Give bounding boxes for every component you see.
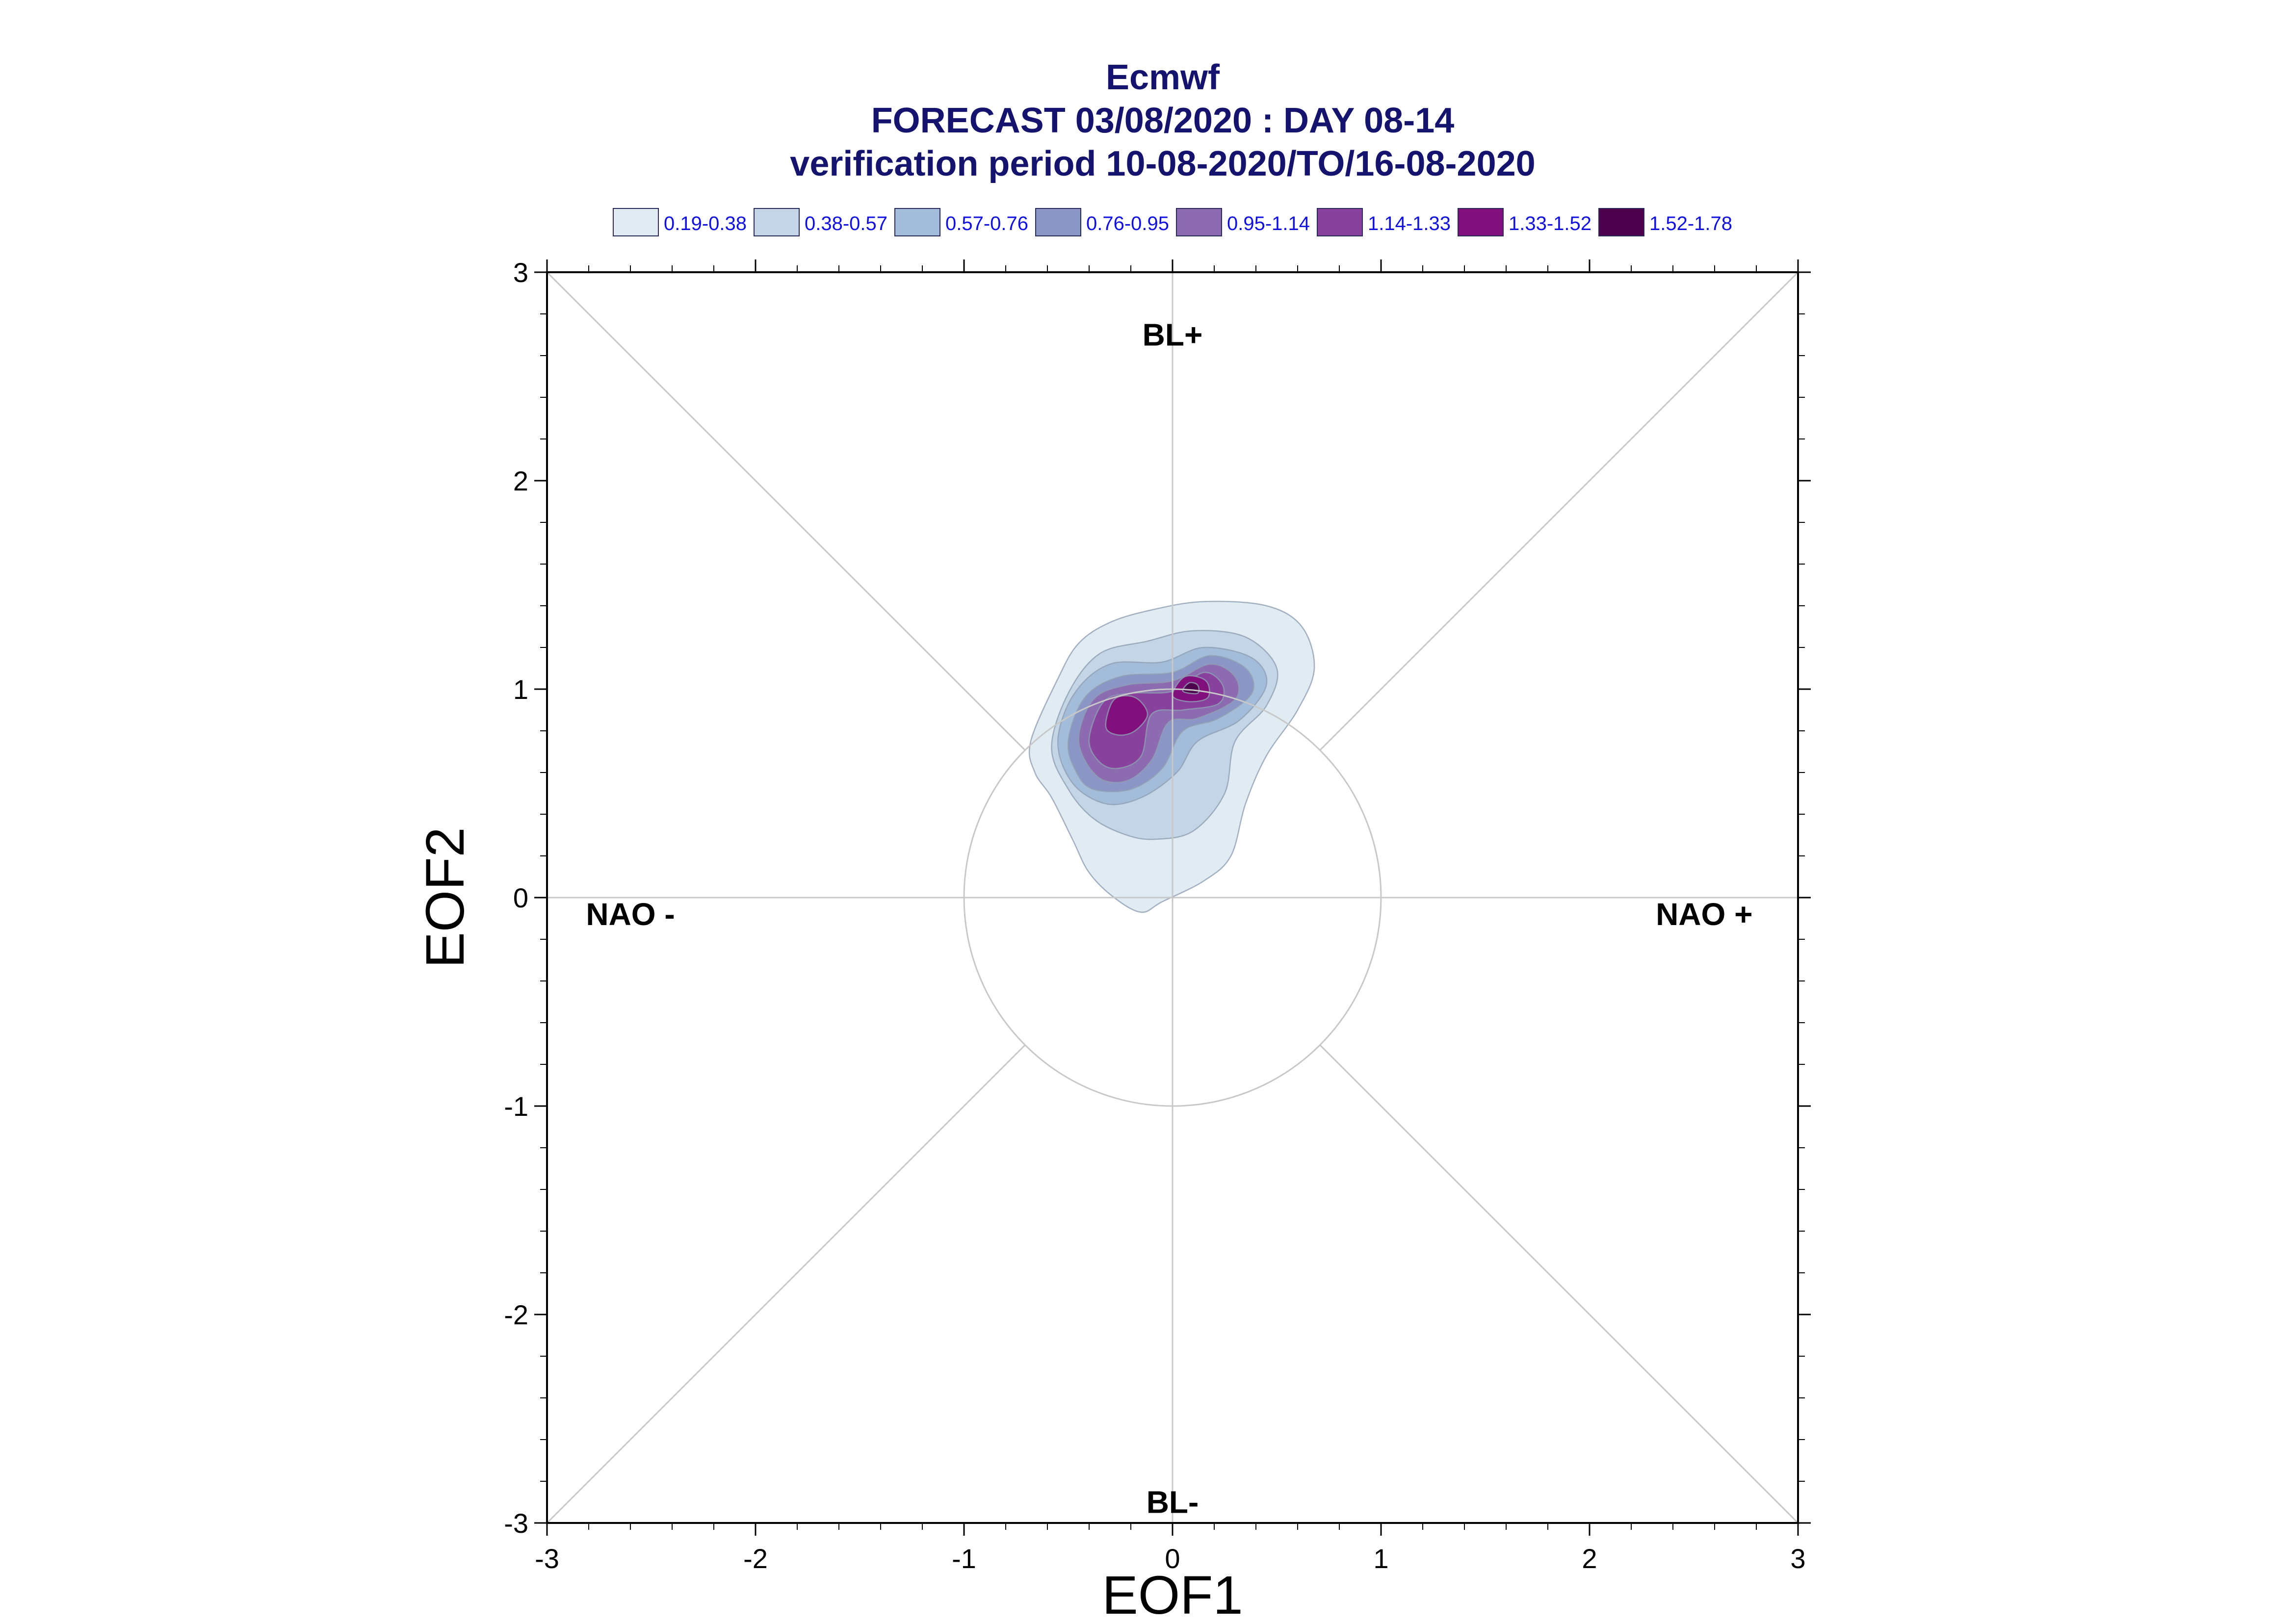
- legend-swatch-4: [1035, 208, 1081, 236]
- legend-label-4: 0.76-0.95: [1086, 213, 1169, 234]
- legend-swatch-7: [1458, 208, 1504, 236]
- title-line-2: FORECAST 03/08/2020 : DAY 08-14: [871, 101, 1455, 140]
- legend-label-3: 0.57-0.76: [945, 213, 1028, 234]
- y-axis-title: EOF2: [415, 827, 475, 968]
- guide-lines: [546, 271, 1799, 1524]
- x-tick-label: -3: [535, 1543, 559, 1574]
- x-tick-label: -1: [952, 1543, 976, 1574]
- legend-label-6: 1.14-1.33: [1368, 213, 1451, 234]
- legend-label-5: 0.95-1.14: [1227, 213, 1310, 234]
- legend-swatch-1: [613, 208, 659, 236]
- x-axis-title: EOF1: [1102, 1565, 1243, 1624]
- legend-swatch-5: [1176, 208, 1222, 236]
- diagonal-guide-2: [546, 271, 1026, 751]
- legend-swatch-2: [754, 208, 800, 236]
- axes-frame: -3 -2 -1 0 1 2 3 -3 -2 -1 0 1 2 3: [504, 257, 1811, 1574]
- y-tick-label: 2: [513, 465, 528, 496]
- y-tick-label: 1: [513, 674, 528, 705]
- x-tick-label: 3: [1790, 1543, 1805, 1574]
- legend-label-2: 0.38-0.57: [805, 213, 887, 234]
- title-line-1: Ecmwf: [1106, 58, 1220, 97]
- regime-labels: BL+ BL- NAO - NAO +: [586, 317, 1752, 1520]
- legend-label-7: 1.33-1.52: [1509, 213, 1591, 234]
- legend-swatch-3: [894, 208, 940, 236]
- legend-label-8: 1.52-1.78: [1649, 213, 1732, 234]
- regime-label-3: NAO -: [586, 897, 675, 932]
- x-tick-label: 2: [1582, 1543, 1597, 1574]
- diagonal-guide-3: [546, 1044, 1026, 1524]
- diagonal-guide-4: [1319, 1044, 1799, 1524]
- x-tick-label: 0: [1165, 1543, 1180, 1574]
- title-line-3: verification period 10-08-2020/TO/16-08-…: [790, 144, 1535, 183]
- regime-label-4: NAO +: [1656, 897, 1752, 932]
- contour-band-7: [1105, 695, 1148, 736]
- y-tick-label: -1: [504, 1091, 528, 1122]
- diagonal-guide-1: [1319, 271, 1799, 751]
- chart-title: Ecmwf FORECAST 03/08/2020 : DAY 08-14 ve…: [790, 58, 1535, 183]
- density-contours: [1028, 600, 1315, 913]
- legend-label-1: 0.19-0.38: [664, 213, 747, 234]
- legend-swatch-8: [1598, 208, 1644, 236]
- regime-label-1: BL+: [1143, 317, 1203, 353]
- y-tick-label: 3: [513, 257, 528, 288]
- x-tick-label: 1: [1373, 1543, 1388, 1574]
- legend: 0.19-0.38 0.38-0.57 0.57-0.76 0.76-0.95 0.95…: [613, 208, 1732, 236]
- y-tick-label: -3: [504, 1508, 528, 1539]
- legend-swatch-6: [1317, 208, 1363, 236]
- y-tick-label: -2: [504, 1299, 528, 1330]
- y-tick-label: 0: [513, 882, 528, 913]
- regime-label-2: BL-: [1147, 1485, 1199, 1520]
- x-tick-label: -2: [743, 1543, 768, 1574]
